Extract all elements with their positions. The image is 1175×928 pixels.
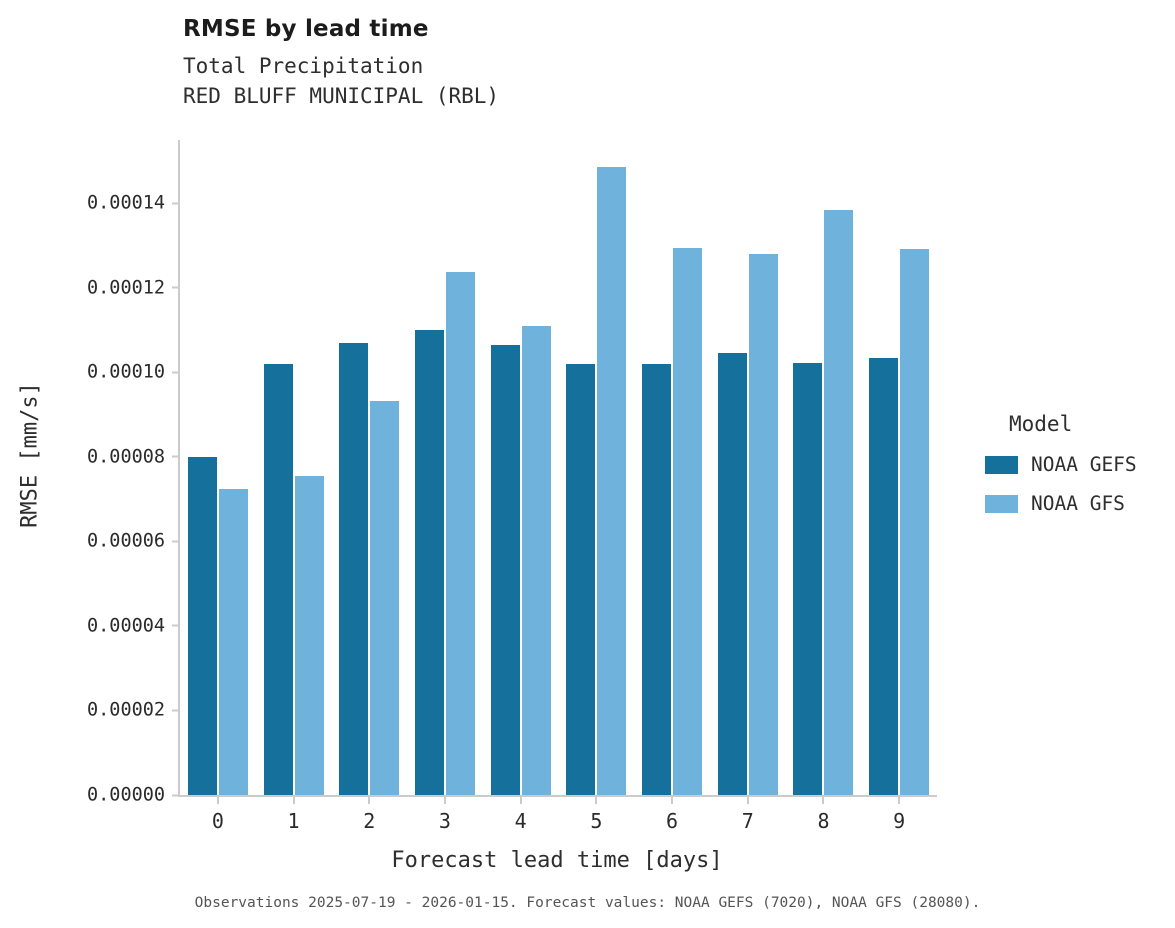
- x-tick-label: 5: [590, 809, 603, 833]
- chart-subtitle-variable: Total Precipitation: [183, 54, 424, 78]
- bar-group-7: 7: [710, 140, 786, 833]
- y-tick: 0.00008: [87, 446, 180, 467]
- y-tick-label: 0.00014: [87, 192, 165, 214]
- x-tick-mark: [595, 797, 598, 804]
- legend-swatch: [985, 455, 1018, 474]
- bar-group-9: 9: [861, 140, 937, 833]
- y-tick-mark: [172, 709, 180, 712]
- x-tick-label: 9: [893, 809, 906, 833]
- bar-group-1: 1: [256, 140, 332, 833]
- x-tick-mark: [519, 797, 522, 804]
- y-tick: 0.00000: [87, 785, 180, 806]
- y-tick-mark: [172, 794, 180, 796]
- x-tick-mark: [443, 797, 446, 804]
- x-tick-label: 3: [438, 809, 451, 833]
- y-axis-label: RMSE [mm/s]: [17, 382, 43, 528]
- bar-noaa-gefs-3: [414, 330, 444, 795]
- y-tick-label: 0.00000: [87, 784, 165, 806]
- bar-group-0: 0: [180, 140, 256, 833]
- x-tick-mark: [746, 797, 749, 804]
- bar-group-5: 5: [559, 140, 635, 833]
- bar-noaa-gfs-1: [294, 475, 324, 795]
- bars-container: 0 1 2 3 4 5 6 7 8 9: [180, 140, 937, 833]
- x-axis-label: Forecast lead time [days]: [391, 848, 723, 873]
- y-tick: 0.00012: [87, 277, 180, 298]
- bar-noaa-gfs-3: [445, 271, 475, 795]
- x-tick-mark: [671, 797, 674, 804]
- x-tick-mark: [822, 797, 825, 804]
- legend: Model NOAA GEFS NOAA GFS: [985, 412, 1137, 531]
- x-tick-mark: [216, 797, 219, 804]
- x-tick-label: 2: [363, 809, 376, 833]
- x-tick-label: 7: [741, 809, 754, 833]
- x-tick-mark: [898, 797, 901, 804]
- y-tick-mark: [172, 624, 180, 627]
- y-tick-label: 0.00006: [87, 530, 165, 552]
- y-tick-label: 0.00010: [87, 361, 165, 383]
- y-tick: 0.00006: [87, 531, 180, 552]
- y-tick: 0.00004: [87, 615, 180, 636]
- y-tick-label: 0.00008: [87, 446, 165, 468]
- bar-noaa-gefs-5: [566, 363, 596, 795]
- caption: Observations 2025-07-19 - 2026-01-15. Fo…: [194, 895, 981, 911]
- legend-entry-noaa-gefs: NOAA GEFS: [985, 453, 1137, 476]
- bar-noaa-gefs-6: [642, 363, 672, 795]
- bar-noaa-gefs-0: [187, 456, 217, 795]
- y-tick: 0.00002: [87, 700, 180, 721]
- chart-subtitle-station: RED BLUFF MUNICIPAL (RBL): [183, 84, 500, 108]
- bar-noaa-gefs-2: [339, 342, 369, 795]
- y-tick: 0.00010: [87, 362, 180, 383]
- y-tick-mark: [172, 286, 180, 289]
- legend-label: NOAA GFS: [1031, 492, 1125, 515]
- bar-noaa-gfs-9: [900, 249, 930, 795]
- y-tick-mark: [172, 202, 180, 205]
- x-tick-label: 4: [514, 809, 527, 833]
- bar-group-3: 3: [407, 140, 483, 833]
- bar-noaa-gfs-0: [218, 488, 248, 795]
- bar-group-6: 6: [634, 140, 710, 833]
- legend-entry-noaa-gfs: NOAA GFS: [985, 492, 1137, 515]
- bar-group-4: 4: [483, 140, 559, 833]
- x-tick-label: 8: [817, 809, 830, 833]
- bar-noaa-gfs-4: [521, 325, 551, 795]
- bar-noaa-gfs-5: [597, 167, 627, 795]
- bar-noaa-gefs-9: [869, 357, 899, 795]
- bar-noaa-gfs-2: [370, 401, 400, 795]
- legend-title: Model: [1009, 412, 1073, 436]
- y-tick-label: 0.00012: [87, 277, 165, 299]
- bar-noaa-gefs-7: [717, 353, 747, 795]
- bar-noaa-gfs-8: [824, 209, 854, 795]
- bar-noaa-gefs-8: [793, 363, 823, 795]
- title-block: RMSE by lead time Total Precipitation RE…: [183, 16, 499, 111]
- bar-group-2: 2: [331, 140, 407, 833]
- x-tick-mark: [368, 797, 371, 804]
- chart-title: RMSE by lead time: [183, 16, 429, 42]
- x-tick-label: 1: [287, 809, 300, 833]
- bar-noaa-gefs-1: [263, 363, 293, 795]
- y-tick-mark: [172, 371, 180, 374]
- x-tick-label: 6: [666, 809, 679, 833]
- bar-noaa-gefs-4: [490, 344, 520, 795]
- bar-noaa-gfs-7: [748, 254, 778, 795]
- y-tick-label: 0.00004: [87, 615, 165, 637]
- plot-area: 0.00000 0.00002 0.00004 0.00006 0.00008 0.000…: [87, 140, 937, 833]
- x-tick-label: 0: [211, 809, 224, 833]
- legend-swatch: [985, 494, 1018, 513]
- bar-noaa-gfs-6: [673, 247, 703, 795]
- y-tick-label: 0.00002: [87, 699, 165, 721]
- y-tick-mark: [172, 540, 180, 543]
- legend-entries: NOAA GEFS NOAA GFS: [985, 453, 1137, 515]
- y-tick-mark: [172, 455, 180, 458]
- x-tick-mark: [292, 797, 295, 804]
- bar-group-8: 8: [786, 140, 862, 833]
- legend-label: NOAA GEFS: [1031, 453, 1137, 476]
- y-tick: 0.00014: [87, 193, 180, 214]
